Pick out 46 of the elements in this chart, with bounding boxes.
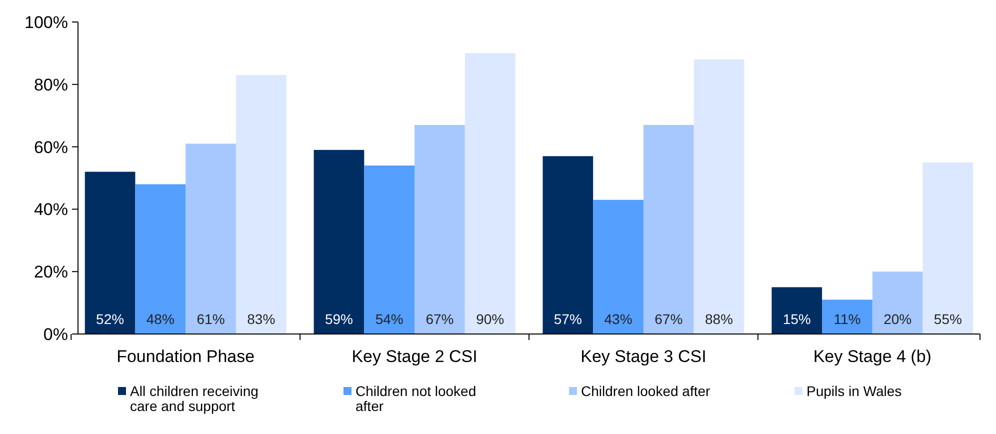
text: 52% [96, 311, 124, 327]
text: 67% [426, 311, 454, 327]
text: 90% [476, 311, 504, 327]
bar [364, 166, 415, 334]
bar [922, 162, 974, 334]
bar [694, 59, 744, 334]
legend-label: Pupils in Wales [806, 383, 902, 399]
y-tick-label: 40% [34, 200, 68, 220]
bar [464, 53, 516, 334]
bar [643, 124, 694, 334]
text: 67% [654, 311, 683, 327]
bar [186, 144, 236, 334]
y-tick-label: 80% [34, 75, 68, 94]
text: 83% [247, 311, 276, 327]
bar [236, 75, 286, 334]
bar [542, 156, 594, 334]
y-tick-label: 20% [34, 262, 68, 282]
bar [593, 200, 644, 334]
y-tick-label: 100% [24, 12, 68, 32]
bar [135, 184, 186, 334]
bar [314, 150, 364, 334]
text: 15% [782, 311, 811, 327]
text: 55% [934, 311, 962, 327]
text: 11% [834, 311, 861, 327]
bar [772, 287, 822, 334]
x-tick-label: Foundation Phase [116, 347, 255, 366]
bar [84, 172, 136, 334]
text: 57% [554, 311, 582, 327]
bar [872, 272, 923, 334]
bar [822, 300, 872, 334]
text: 54% [375, 311, 404, 327]
x-tick-label: Key Stage 4 (b) [813, 347, 932, 366]
text: 61% [196, 311, 225, 327]
text: 43% [604, 311, 632, 327]
legend-label: All children receiving care and support [130, 383, 258, 414]
legend-label: Children looked after [581, 383, 711, 399]
y-tick-label: 0% [43, 324, 68, 344]
bar [414, 124, 465, 334]
x-tick-label: Key Stage 3 CSI [580, 347, 706, 366]
y-tick-label: 60% [34, 138, 68, 157]
text: 59% [324, 311, 353, 327]
text: 48% [146, 311, 174, 327]
text: 88% [705, 311, 734, 327]
legend-label: Children not looked after [356, 383, 476, 414]
x-tick-label: Key Stage 2 CSI [352, 347, 478, 366]
text: 20% [884, 311, 912, 327]
